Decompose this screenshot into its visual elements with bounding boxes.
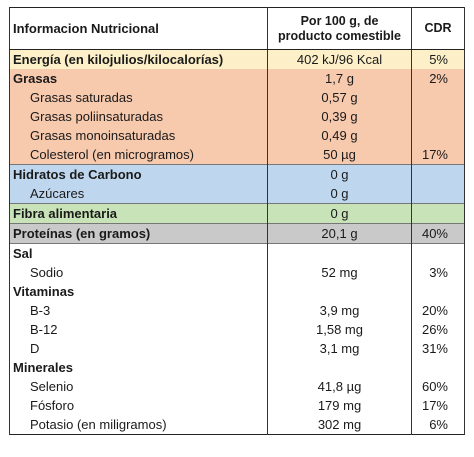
table-row: B-3 3,9 mg 20% [9,301,465,320]
table-row: Selenio 41,8 µg 60% [9,377,465,396]
row-amount: 0,49 g [267,126,412,145]
nutrition-table-container: Informacion Nutricional Por 100 g, de pr… [9,7,465,435]
row-amount: 1,7 g [267,69,412,88]
row-name: Energía (en kilojulios/kilocalorías) [9,49,268,69]
row-cdr: 3% [411,263,465,282]
row-cdr [411,203,465,224]
row-name: Minerales [9,358,268,377]
row-cdr: 2% [411,69,465,88]
table-row: Sodio 52 mg 3% [9,263,465,282]
row-cdr [411,243,465,263]
row-amount: 302 mg [267,415,412,435]
row-cdr [411,358,465,377]
row-cdr [411,282,465,301]
row-name: B-12 [9,320,268,339]
row-name: Selenio [9,377,268,396]
row-amount: 1,58 mg [267,320,412,339]
row-cdr: 60% [411,377,465,396]
header-per-line1: Por 100 g, de [300,13,379,28]
row-name: Grasas monoinsaturadas [9,126,268,145]
row-cdr [411,88,465,107]
table-row: Grasas monoinsaturadas 0,49 g [9,126,465,145]
row-name: Hidratos de Carbono [9,164,268,184]
row-cdr: 6% [411,415,465,435]
row-cdr: 20% [411,301,465,320]
row-name: Colesterol (en microgramos) [9,145,268,165]
row-cdr: 5% [411,49,465,69]
row-cdr: 26% [411,320,465,339]
header-cdr: CDR [411,7,465,50]
row-name: Grasas saturadas [9,88,268,107]
row-name: Azúcares [9,184,268,204]
row-cdr: 17% [411,145,465,165]
row-amount [267,282,412,301]
row-cdr: 17% [411,396,465,415]
row-name: Fibra alimentaria [9,203,268,224]
row-amount: 41,8 µg [267,377,412,396]
table-row: Energía (en kilojulios/kilocalorías) 402… [9,49,465,69]
row-name: Sal [9,243,268,263]
table-row: Azúcares 0 g [9,184,465,204]
table-row: Proteínas (en gramos) 20,1 g 40% [9,223,465,244]
row-amount: 402 kJ/96 Kcal [267,49,412,69]
row-amount: 3,1 mg [267,339,412,358]
table-row: D 3,1 mg 31% [9,339,465,358]
row-amount: 0 g [267,164,412,184]
row-name: Fósforo [9,396,268,415]
row-cdr [411,184,465,204]
table-row: Hidratos de Carbono 0 g [9,164,465,184]
row-amount: 3,9 mg [267,301,412,320]
row-name: Vitaminas [9,282,268,301]
row-amount: 20,1 g [267,223,412,244]
header-per-line2: producto comestible [278,28,401,43]
table-header-row: Informacion Nutricional Por 100 g, de pr… [9,7,465,50]
table-row: Grasas poliinsaturadas 0,39 g [9,107,465,126]
table-row: B-12 1,58 mg 26% [9,320,465,339]
row-amount: 0,39 g [267,107,412,126]
table-row: Fósforo 179 mg 17% [9,396,465,415]
table-row: Minerales [9,358,465,377]
row-amount: 0 g [267,184,412,204]
table-row: Grasas 1,7 g 2% [9,69,465,88]
row-name: B-3 [9,301,268,320]
row-amount: 0 g [267,203,412,224]
row-name: Proteínas (en gramos) [9,223,268,244]
table-row: Fibra alimentaria 0 g [9,203,465,224]
row-amount: 52 mg [267,263,412,282]
row-amount: 0,57 g [267,88,412,107]
row-cdr [411,164,465,184]
row-amount [267,358,412,377]
row-name: Potasio (en miligramos) [9,415,268,435]
nutrition-table: Informacion Nutricional Por 100 g, de pr… [9,7,465,435]
row-cdr [411,107,465,126]
table-row: Potasio (en miligramos) 302 mg 6% [9,415,465,435]
row-name: Grasas poliinsaturadas [9,107,268,126]
table-row: Colesterol (en microgramos) 50 µg 17% [9,145,465,165]
row-amount [267,243,412,263]
row-cdr: 40% [411,223,465,244]
row-amount: 50 µg [267,145,412,165]
row-name: Grasas [9,69,268,88]
row-name: D [9,339,268,358]
row-amount: 179 mg [267,396,412,415]
header-title: Informacion Nutricional [9,7,268,50]
row-name: Sodio [9,263,268,282]
table-row: Sal [9,243,465,263]
table-row: Grasas saturadas 0,57 g [9,88,465,107]
table-row: Vitaminas [9,282,465,301]
row-cdr: 31% [411,339,465,358]
row-cdr [411,126,465,145]
header-per-100g: Por 100 g, de producto comestible [267,7,412,50]
